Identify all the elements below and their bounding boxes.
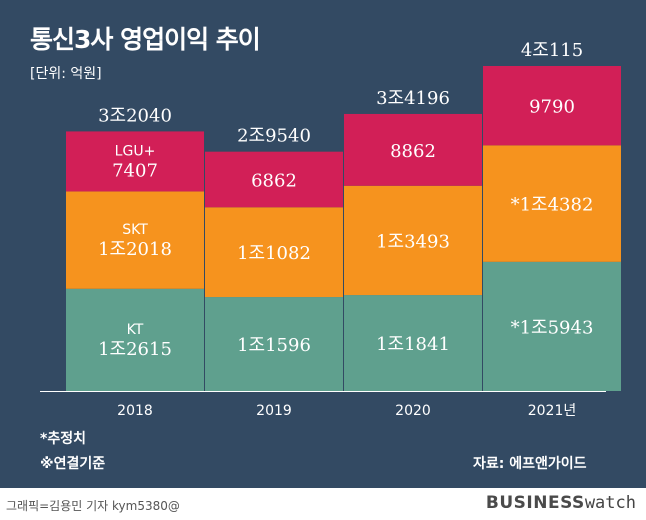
- x-tick-label: 2019: [256, 403, 292, 419]
- total-label: 2조9540: [237, 126, 311, 147]
- segment-label-kt: *1조5943: [511, 317, 594, 338]
- chart-title: 통신3사 영업이익 추이: [30, 25, 261, 54]
- logo-bold-text: BUSINESS: [485, 493, 585, 513]
- bar-segment-lguplus: [205, 151, 343, 208]
- segment-label-lguplus: 7407: [112, 160, 158, 181]
- x-tick-label: 2018: [117, 403, 153, 419]
- segment-label-skt: 1조3493: [376, 231, 450, 252]
- bar-segment-kt: [344, 295, 482, 391]
- segment-label-lguplus: 8862: [390, 141, 436, 162]
- segment-label-skt: *1조4382: [511, 195, 594, 216]
- segment-label-kt: 1조1841: [376, 334, 450, 355]
- x-tick-label: 2021년: [528, 403, 577, 419]
- unit-label: [단위: 억원]: [30, 66, 102, 82]
- footer-bar: 그래픽=김용민 기자 kym5380@ BUSINESSwatch: [0, 488, 646, 520]
- total-label: 3조2040: [98, 105, 172, 126]
- series-name-label: SKT: [122, 222, 148, 238]
- series-name-label: LGU+: [115, 143, 156, 159]
- consolidated-note: ※연결기준: [40, 456, 106, 472]
- segment-label-kt: 1조1596: [237, 335, 311, 356]
- series-name-label: KT: [127, 322, 144, 338]
- segment-label-kt: 1조2615: [98, 339, 172, 360]
- bar-segment-lguplus: [66, 131, 204, 192]
- segment-label-lguplus: 6862: [251, 170, 297, 191]
- bar-segment-lguplus: [344, 113, 482, 186]
- segment-label-lguplus: 9790: [529, 97, 575, 118]
- bar-segment-kt: [205, 297, 343, 391]
- bar-segment-skt: [66, 191, 204, 289]
- graphic-credit: 그래픽=김용민 기자 kym5380@: [6, 499, 180, 513]
- segment-label-skt: 1조1082: [237, 243, 311, 264]
- business-watch-logo: BUSINESSwatch: [486, 493, 636, 513]
- total-label: 4조115: [521, 40, 583, 61]
- x-tick-label: 2020: [395, 403, 431, 419]
- bar-segment-skt: [205, 207, 343, 298]
- bar-segment-kt: [483, 261, 621, 391]
- bar-segment-kt: [66, 288, 204, 391]
- total-label: 3조4196: [376, 88, 450, 109]
- bar-segment-skt: [344, 185, 482, 296]
- estimate-note: *추정치: [40, 431, 86, 447]
- bar-segment-lguplus: [483, 66, 621, 146]
- segment-label-skt: 1조2018: [98, 239, 172, 260]
- source-note: 자료: 에프앤가이드: [473, 456, 587, 472]
- logo-light-text: watch: [584, 493, 636, 513]
- bar-segment-skt: [483, 145, 621, 262]
